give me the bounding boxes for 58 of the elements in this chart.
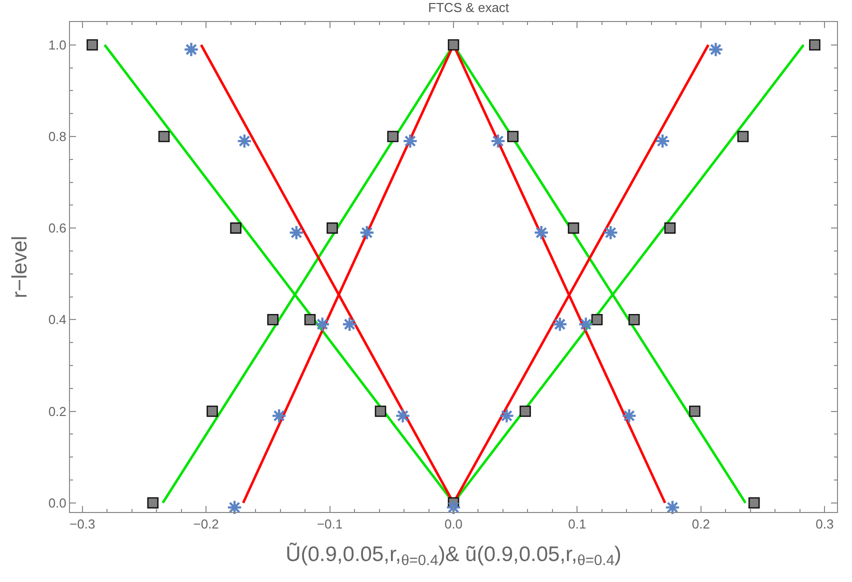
chart-title: FTCS & exact <box>428 0 510 16</box>
x-tick-label: 0.2 <box>692 516 710 532</box>
point <box>568 222 580 234</box>
point <box>552 316 568 332</box>
x-tick-label: −0.3 <box>70 516 96 532</box>
point <box>359 224 375 240</box>
x-tick-label: −0.1 <box>316 516 343 532</box>
point <box>288 224 304 240</box>
point <box>591 314 603 326</box>
y-axis-title: r−level <box>8 236 32 298</box>
point <box>147 497 159 508</box>
point <box>578 316 594 332</box>
point <box>809 39 820 51</box>
point <box>520 406 531 417</box>
point <box>395 408 410 424</box>
point <box>158 130 170 142</box>
point <box>448 39 460 51</box>
x-tick-label: −0.2 <box>193 516 219 532</box>
point <box>206 406 218 417</box>
point <box>654 133 670 149</box>
point <box>446 500 462 516</box>
point <box>184 42 199 58</box>
y-tick-label: 0.8 <box>48 129 66 144</box>
point <box>621 408 637 424</box>
point <box>689 406 700 417</box>
point <box>499 408 514 424</box>
y-tick-label: 0.6 <box>48 220 66 236</box>
point <box>628 314 640 326</box>
point <box>708 42 724 58</box>
point <box>230 222 242 234</box>
point <box>748 497 760 508</box>
point <box>226 500 242 516</box>
x-axis-title: Ũ(0.9,0.05,r,$_{θ=0.4}$)& ũ(0.9,0.05,r,$_{θ=0.4}$) <box>286 542 622 570</box>
point <box>236 133 252 149</box>
point <box>664 500 680 516</box>
point <box>737 130 749 142</box>
point <box>374 406 386 417</box>
point <box>314 316 330 332</box>
point <box>534 224 550 240</box>
point <box>387 130 399 142</box>
point <box>602 224 618 240</box>
y-tick-label: 0.2 <box>48 404 66 419</box>
point <box>267 314 279 326</box>
point <box>86 39 98 51</box>
x-tick-label: 0.3 <box>816 516 834 532</box>
y-tick-label: 0.0 <box>48 495 66 510</box>
point <box>507 130 519 142</box>
point <box>490 133 506 149</box>
point <box>304 314 316 326</box>
y-tick-label: 1.0 <box>48 37 66 52</box>
y-tick-label: 0.4 <box>48 312 66 328</box>
point <box>271 408 287 424</box>
point <box>342 316 358 332</box>
point <box>664 222 676 234</box>
point <box>402 133 418 149</box>
x-tick-label: 0.1 <box>568 516 586 532</box>
point <box>326 222 338 234</box>
x-tick-label: 0.0 <box>444 516 463 532</box>
